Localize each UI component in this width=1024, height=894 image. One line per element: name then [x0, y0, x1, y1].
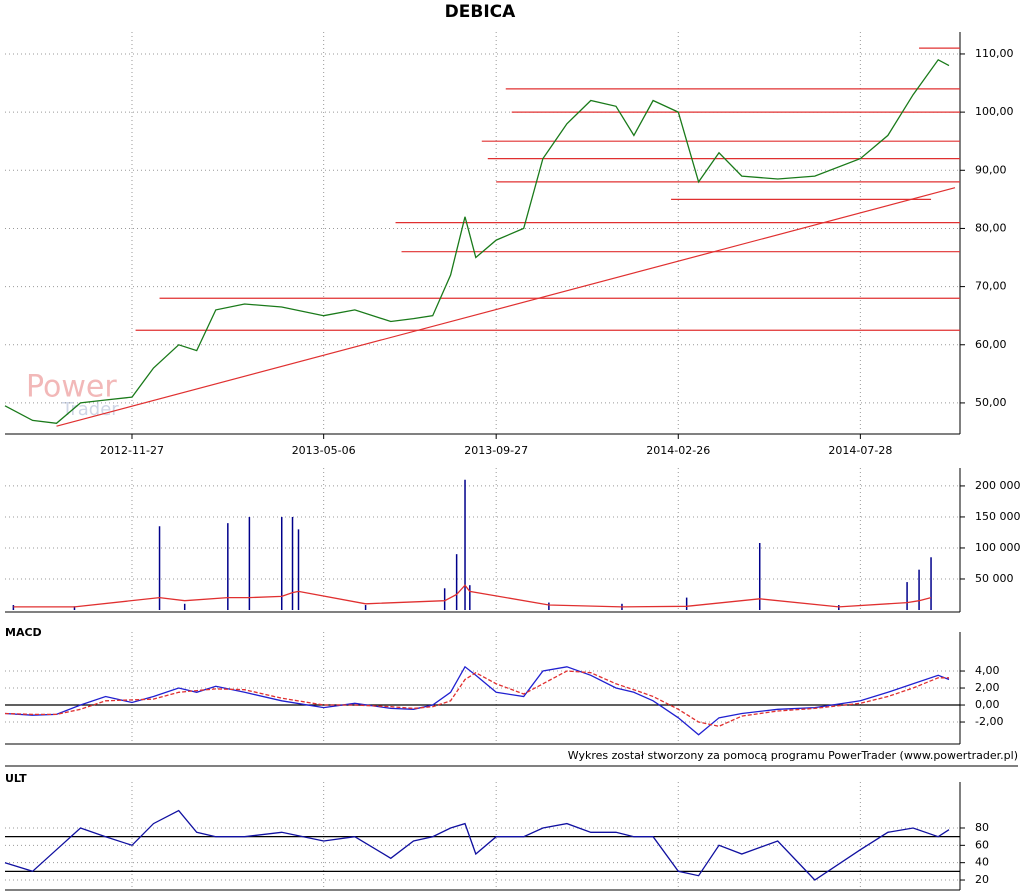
y-tick-label: 50,00	[975, 396, 1007, 409]
y-tick-label: 110,00	[975, 47, 1014, 60]
series-line	[4, 809, 950, 881]
y-tick-label: 0,00	[975, 698, 1000, 711]
y-tick-label: 100 000	[975, 541, 1021, 554]
y-tick-label: 4,00	[975, 664, 1000, 677]
watermark: Trader	[61, 399, 119, 420]
y-tick-label: 60,00	[975, 338, 1007, 351]
y-tick-label: 100,00	[975, 105, 1014, 118]
series-line	[4, 665, 950, 736]
y-tick-label: 200 000	[975, 479, 1021, 492]
y-tick-label: 150 000	[975, 510, 1021, 523]
y-tick-label: -2,00	[975, 715, 1003, 728]
y-tick-label: 80	[975, 821, 989, 834]
x-tick-label: 2013-09-27	[464, 444, 528, 457]
x-tick-label: 2014-02-26	[646, 444, 710, 457]
y-tick-label: 60	[975, 838, 989, 851]
watermark: Power	[26, 370, 117, 405]
series-line	[4, 58, 950, 424]
y-tick-label: 80,00	[975, 221, 1007, 234]
trend-line	[56, 187, 956, 427]
y-tick-label: 2,00	[975, 681, 1000, 694]
panel-title: MACD	[5, 626, 42, 639]
chart-title: DEBICA	[445, 2, 516, 22]
y-tick-label: 90,00	[975, 163, 1007, 176]
average-line	[13, 584, 932, 608]
y-tick-label: 20	[975, 873, 989, 886]
series-line	[4, 670, 949, 727]
x-tick-label: 2012-11-27	[100, 444, 164, 457]
footnote: Wykres został stworzony za pomocą progra…	[568, 749, 1018, 762]
y-tick-label: 70,00	[975, 280, 1007, 293]
y-tick-label: 50 000	[975, 572, 1014, 585]
panel-title: ULT	[5, 772, 27, 785]
x-tick-label: 2013-05-06	[292, 444, 356, 457]
x-tick-label: 2014-07-28	[828, 444, 892, 457]
y-tick-label: 40	[975, 856, 989, 869]
